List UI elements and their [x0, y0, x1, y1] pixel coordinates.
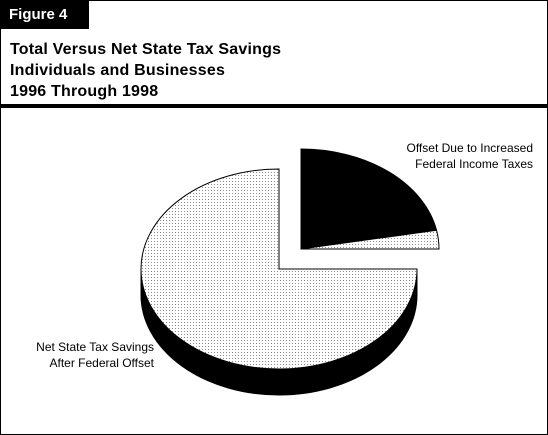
slice-label-offset-line-2: Federal Income Taxes — [415, 157, 533, 171]
slice-label-net-line-1: Net State Tax Savings — [36, 340, 154, 354]
title-line-2: Individuals and Businesses — [10, 62, 226, 79]
title-line-1: Total Versus Net State Tax Savings — [10, 41, 282, 58]
slice-label-net: Net State Tax Savings After Federal Offs… — [36, 339, 154, 371]
chart-title: Total Versus Net State Tax Savings Indiv… — [10, 39, 281, 102]
slice-label-offset: Offset Due to Increased Federal Income T… — [406, 140, 533, 172]
figure-label: Figure 4 — [1, 1, 89, 29]
pie-slice-1 — [300, 148, 438, 250]
slice-label-net-line-2: After Federal Offset — [49, 356, 155, 370]
pie-slice-2 — [300, 229, 440, 250]
title-divider — [1, 104, 547, 108]
title-line-3: 1996 Through 1998 — [10, 83, 159, 100]
pie-slice-3 — [140, 168, 418, 370]
slice-label-offset-line-1: Offset Due to Increased — [406, 141, 533, 155]
